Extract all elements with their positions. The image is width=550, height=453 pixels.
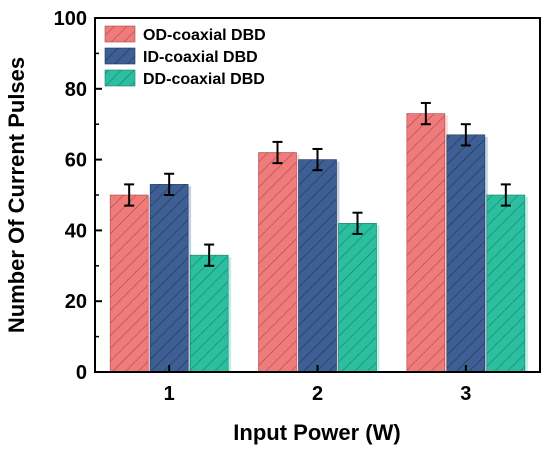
- y-tick-label: 20: [65, 291, 87, 313]
- bars-layer: [109, 113, 528, 373]
- bar-1-1: [109, 194, 149, 373]
- legend-swatch: [104, 69, 136, 87]
- error-bar: [352, 211, 363, 235]
- bar-2-2: [298, 159, 337, 373]
- bar-1-3: [406, 113, 446, 373]
- error-bar: [312, 147, 323, 172]
- y-tick-label: 60: [65, 150, 87, 172]
- y-axis: 0 20 40 60 80 100: [54, 8, 102, 384]
- y-axis-title: Number Of Current Pulses: [4, 57, 29, 333]
- bar-3-1: [189, 254, 229, 373]
- bar-3-2: [338, 223, 377, 373]
- legend-swatch: [104, 47, 136, 65]
- legend-entry: OD-coaxial DBD: [104, 25, 266, 44]
- legend: OD-coaxial DBD ID-coaxial DBD DD-coaxial D…: [104, 25, 266, 88]
- y-tick-label: 0: [76, 362, 87, 384]
- bar-3-3: [486, 194, 526, 373]
- x-axis: 1 2 3: [164, 365, 471, 405]
- error-bar: [164, 172, 175, 196]
- legend-swatch: [104, 25, 136, 43]
- error-bar: [272, 140, 283, 165]
- legend-label: ID-coaxial DBD: [143, 49, 258, 66]
- x-tick-label: 2: [312, 383, 323, 405]
- y-tick-label: 100: [54, 8, 87, 30]
- y-tick-label: 80: [65, 79, 87, 101]
- x-tick-label: 1: [164, 383, 175, 405]
- bar-2-1: [149, 184, 189, 373]
- legend-entry: ID-coaxial DBD: [104, 47, 258, 66]
- y-tick-label: 40: [65, 220, 87, 242]
- x-tick-label: 3: [460, 383, 471, 405]
- legend-label: OD-coaxial DBD: [143, 27, 266, 44]
- x-axis-title: Input Power (W): [233, 420, 400, 445]
- error-bars-layer: [124, 101, 511, 267]
- error-bar: [500, 183, 511, 207]
- error-bar: [124, 183, 135, 207]
- error-bar: [420, 101, 431, 126]
- legend-label: DD-coaxial DBD: [143, 71, 265, 88]
- bar-2-3: [446, 134, 486, 373]
- legend-entry: DD-coaxial DBD: [104, 69, 265, 88]
- error-bar: [204, 243, 215, 267]
- error-bar: [460, 123, 471, 147]
- bar-1-2: [258, 152, 297, 373]
